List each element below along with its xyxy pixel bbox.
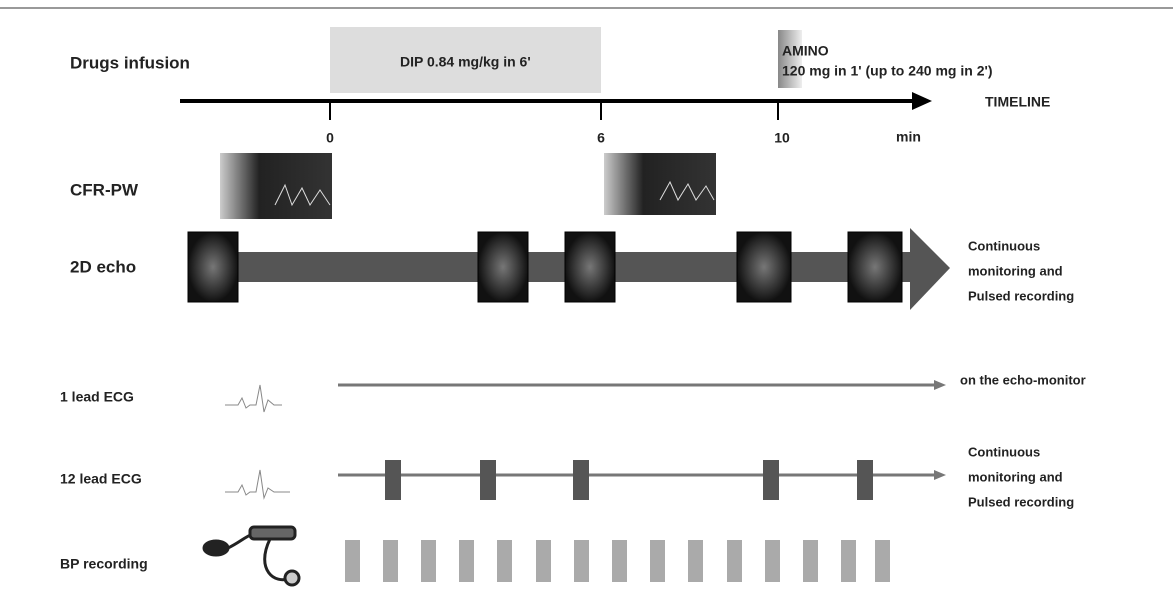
ecg-icon — [225, 469, 290, 500]
echo-band — [200, 252, 912, 282]
note: Pulsed recording — [968, 494, 1074, 509]
note: monitoring and — [968, 469, 1063, 484]
ecg-icon — [225, 384, 282, 413]
echo-images — [187, 231, 903, 303]
note: Continuous — [968, 238, 1040, 253]
tick-label: 6 — [597, 130, 605, 146]
note: on the echo-monitor — [960, 372, 1086, 387]
dip-label: DIP 0.84 mg/kg in 6' — [400, 54, 531, 70]
ecg-arrow — [934, 380, 946, 390]
bp-icon — [202, 525, 301, 587]
tick-label: 0 — [326, 130, 334, 146]
row-label: CFR-PW — [70, 180, 139, 199]
ecg12-recordings — [385, 460, 873, 500]
dip-box — [330, 27, 601, 93]
tick-label: 10 — [774, 130, 790, 146]
row-label: Drugs infusion — [70, 53, 190, 72]
amino-box — [778, 30, 802, 88]
note: Pulsed recording — [968, 288, 1074, 303]
timeline-label: TIMELINE — [985, 94, 1050, 110]
ecg12-arrow — [934, 470, 946, 480]
note: monitoring and — [968, 263, 1063, 278]
note: Continuous — [968, 444, 1040, 459]
amino-dose: 120 mg in 1' (up to 240 mg in 2') — [782, 63, 992, 79]
amino-title: AMINO — [782, 43, 829, 59]
pw-images — [220, 153, 716, 219]
row-label: 12 lead ECG — [60, 471, 142, 487]
echo-arrow — [910, 228, 950, 310]
bp-recordings — [345, 540, 890, 582]
row-label: 1 lead ECG — [60, 389, 134, 405]
row-label: 2D echo — [70, 257, 136, 276]
timeline-arrow — [912, 92, 932, 110]
row-label: BP recording — [60, 556, 148, 572]
ticks — [329, 101, 779, 120]
unit-label: min — [896, 129, 921, 145]
